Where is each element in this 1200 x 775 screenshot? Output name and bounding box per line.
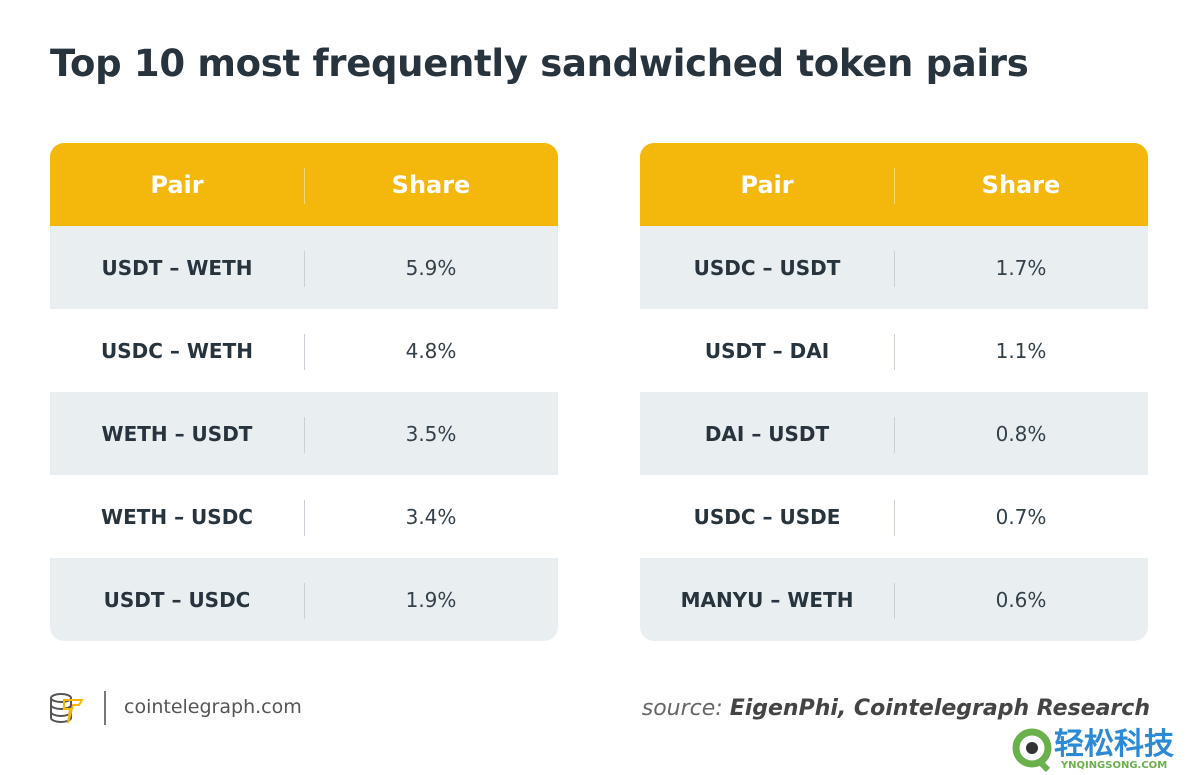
site-link[interactable]: cointelegraph.com <box>124 696 302 718</box>
column-divider <box>894 417 895 453</box>
column-divider <box>894 251 895 287</box>
share-cell: 1.9% <box>405 587 457 612</box>
table-header: Pair Share <box>640 143 1148 226</box>
source-prefix: source: <box>641 696 723 721</box>
header-pair: Pair <box>740 170 794 199</box>
column-divider <box>894 500 895 536</box>
column-divider <box>304 500 305 536</box>
column-divider <box>304 334 305 370</box>
table-row: USDT – WETH 5.9% <box>50 226 558 309</box>
column-divider <box>304 583 305 619</box>
watermark-logo-icon <box>1012 728 1052 772</box>
pair-cell: WETH – USDT <box>101 421 253 446</box>
table-header: Pair Share <box>50 143 558 226</box>
table-right: Pair Share USDC – USDT 1.7% USDT – DAI 1.1% DA… <box>640 143 1148 641</box>
header-share: Share <box>981 170 1061 199</box>
pair-cell: DAI – USDT <box>704 421 830 446</box>
pair-cell: USDC – WETH <box>101 338 253 363</box>
share-cell: 0.7% <box>995 504 1047 529</box>
table-row: DAI – USDT 0.8% <box>640 392 1148 475</box>
table-row: USDT – DAI 1.1% <box>640 309 1148 392</box>
table-row: USDC – WETH 4.8% <box>50 309 558 392</box>
pair-cell: USDC – USDE <box>693 504 841 529</box>
divider <box>104 691 106 725</box>
column-divider <box>894 334 895 370</box>
share-cell: 0.6% <box>995 587 1047 612</box>
table-row: USDC – USDT 1.7% <box>640 226 1148 309</box>
source-text: EigenPhi, Cointelegraph Research <box>729 696 1150 721</box>
table-row: USDT – USDC 1.9% <box>50 558 558 641</box>
header-share: Share <box>391 170 471 199</box>
column-divider <box>304 251 305 287</box>
table-row: USDC – USDE 0.7% <box>640 475 1148 558</box>
watermark-text: 轻松科技 <box>1054 726 1174 762</box>
pair-cell: USDT – DAI <box>704 338 830 363</box>
watermark: 轻松科技 YNQINGSONG.COM <box>1010 728 1174 772</box>
column-divider <box>304 417 305 453</box>
page-title: Top 10 most frequently sandwiched token … <box>50 42 1029 85</box>
column-divider <box>894 583 895 619</box>
share-cell: 0.8% <box>995 421 1047 446</box>
share-cell: 4.8% <box>405 338 457 363</box>
column-divider <box>894 168 895 204</box>
pair-cell: MANYU – WETH <box>680 587 854 612</box>
table-row: WETH – USDC 3.4% <box>50 475 558 558</box>
header-pair: Pair <box>150 170 204 199</box>
share-cell: 1.7% <box>995 255 1047 280</box>
share-cell: 5.9% <box>405 255 457 280</box>
pair-cell: USDC – USDT <box>693 255 841 280</box>
table-row: WETH – USDT 3.5% <box>50 392 558 475</box>
table-left: Pair Share USDT – WETH 5.9% USDC – WETH 4.8% W… <box>50 143 558 641</box>
cointelegraph-logo-icon <box>50 693 84 724</box>
table-row: MANYU – WETH 0.6% <box>640 558 1148 641</box>
share-cell: 1.1% <box>995 338 1047 363</box>
pair-cell: WETH – USDC <box>101 504 253 529</box>
watermark-sub: YNQINGSONG.COM <box>1060 759 1168 771</box>
share-cell: 3.5% <box>405 421 457 446</box>
pair-cell: USDT – USDC <box>103 587 251 612</box>
share-cell: 3.4% <box>405 504 457 529</box>
pair-cell: USDT – WETH <box>101 255 253 280</box>
column-divider <box>304 168 305 204</box>
source-note: source: EigenPhi, Cointelegraph Research <box>642 696 1150 721</box>
